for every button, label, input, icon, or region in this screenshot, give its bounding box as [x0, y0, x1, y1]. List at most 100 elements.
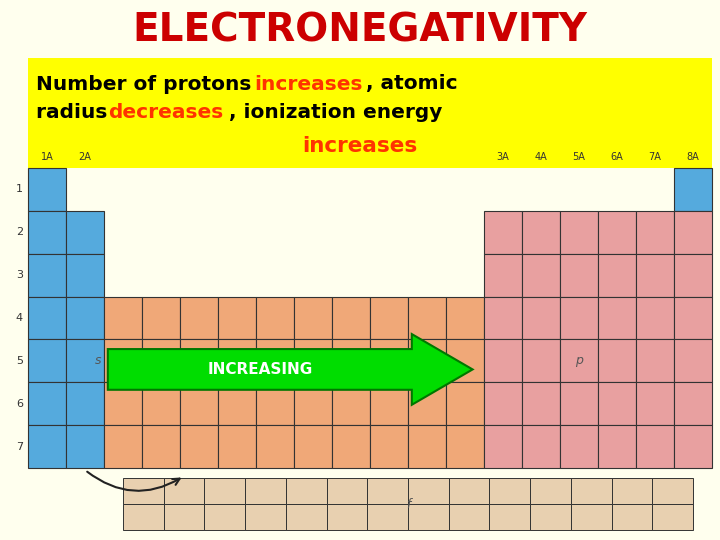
Bar [104, 382, 142, 425]
Text: 7A: 7A [649, 152, 662, 162]
Text: 5: 5 [16, 356, 23, 366]
Bar [28, 168, 66, 211]
Bar [163, 478, 204, 504]
Bar [560, 211, 598, 254]
Bar [286, 478, 327, 504]
Bar [674, 168, 712, 211]
Bar [446, 340, 484, 382]
Bar [204, 504, 245, 530]
Bar [180, 425, 218, 468]
Bar [142, 425, 180, 468]
Bar [332, 340, 370, 382]
Bar [571, 504, 611, 530]
Bar [408, 478, 449, 504]
Bar [674, 382, 712, 425]
Bar [370, 340, 408, 382]
Bar [66, 425, 104, 468]
Bar [560, 382, 598, 425]
Bar [674, 340, 712, 382]
Bar [66, 340, 104, 382]
Bar [294, 340, 332, 382]
Text: Number of protons: Number of protons [36, 75, 258, 93]
Text: 6A: 6A [611, 152, 624, 162]
Bar [332, 425, 370, 468]
Text: 1: 1 [16, 185, 23, 194]
Bar [408, 504, 449, 530]
Text: 2A: 2A [78, 152, 91, 162]
Bar [218, 340, 256, 382]
Bar [28, 58, 712, 168]
Bar [332, 296, 370, 340]
Bar [66, 296, 104, 340]
Text: 8A: 8A [687, 152, 699, 162]
Bar [408, 340, 446, 382]
Bar [636, 425, 674, 468]
Bar [598, 211, 636, 254]
Bar [560, 254, 598, 296]
Text: 2: 2 [16, 227, 23, 237]
Bar [256, 340, 294, 382]
Bar [598, 382, 636, 425]
Bar [611, 504, 652, 530]
Text: , atomic: , atomic [366, 75, 458, 93]
Text: 7: 7 [16, 442, 23, 451]
Bar [256, 296, 294, 340]
Text: s: s [95, 354, 102, 367]
Bar [636, 382, 674, 425]
Bar [218, 382, 256, 425]
Bar [598, 340, 636, 382]
Bar [674, 425, 712, 468]
Bar [636, 296, 674, 340]
Bar [522, 340, 560, 382]
Bar [571, 478, 611, 504]
Bar [218, 425, 256, 468]
Bar [104, 425, 142, 468]
Bar [484, 425, 522, 468]
Bar [446, 425, 484, 468]
Bar [522, 211, 560, 254]
Text: ELECTRONEGATIVITY: ELECTRONEGATIVITY [132, 11, 588, 49]
Bar [245, 504, 286, 530]
Bar [408, 382, 446, 425]
Bar [66, 382, 104, 425]
Text: 5A: 5A [572, 152, 585, 162]
Bar [142, 340, 180, 382]
Text: 4: 4 [16, 313, 23, 323]
Bar [218, 296, 256, 340]
Bar [294, 425, 332, 468]
Bar [484, 340, 522, 382]
Bar [408, 296, 446, 340]
Bar [104, 296, 142, 340]
Bar [104, 340, 142, 382]
Text: 1A: 1A [40, 152, 53, 162]
Text: 3: 3 [16, 270, 23, 280]
Bar [256, 425, 294, 468]
Text: increases: increases [254, 75, 362, 93]
Bar [123, 504, 163, 530]
Bar [370, 382, 408, 425]
Bar [66, 254, 104, 296]
Bar [142, 382, 180, 425]
Bar [449, 504, 490, 530]
Bar [370, 296, 408, 340]
Polygon shape [108, 334, 472, 405]
Bar [522, 382, 560, 425]
Bar [636, 254, 674, 296]
Bar [484, 382, 522, 425]
Bar [490, 504, 530, 530]
Bar [286, 504, 327, 530]
Bar [652, 478, 693, 504]
Bar [484, 211, 522, 254]
Bar [530, 478, 571, 504]
Text: 6: 6 [16, 399, 23, 409]
Bar [294, 382, 332, 425]
Text: f: f [406, 497, 410, 510]
Bar [28, 340, 66, 382]
Bar [28, 296, 66, 340]
Bar [598, 254, 636, 296]
Bar [522, 254, 560, 296]
Bar [163, 504, 204, 530]
Bar [674, 211, 712, 254]
Text: , ionization energy: , ionization energy [229, 103, 442, 122]
Bar [484, 296, 522, 340]
